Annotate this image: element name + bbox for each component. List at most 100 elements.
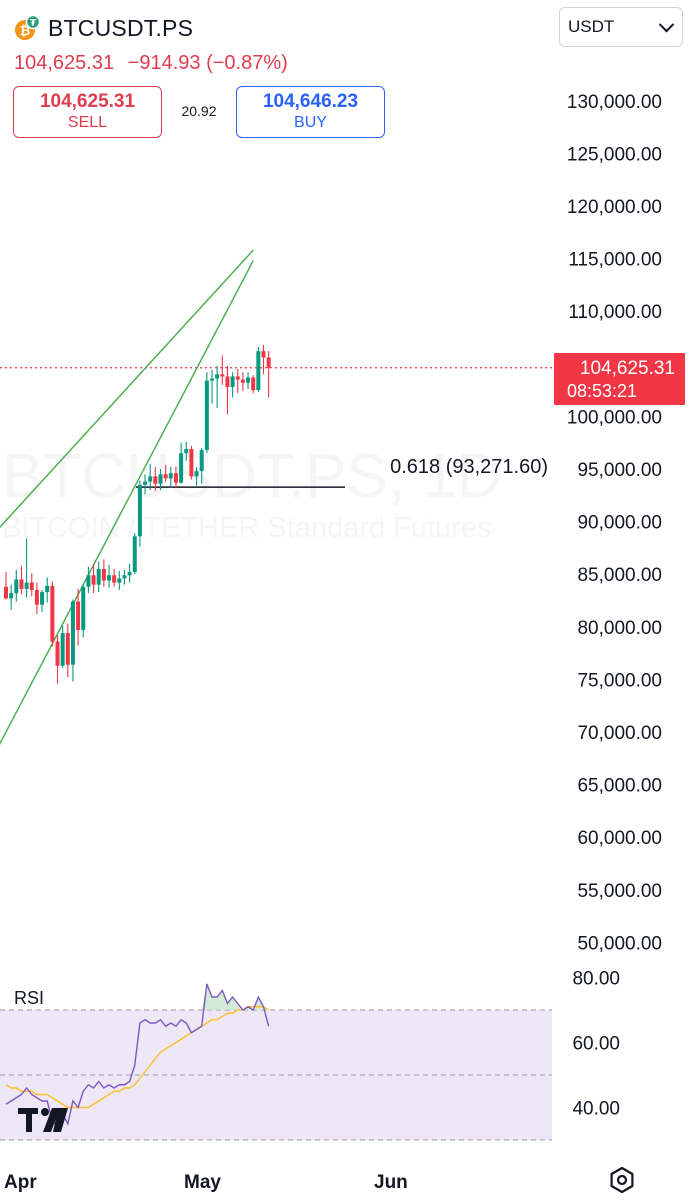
candle-body bbox=[173, 473, 178, 483]
candle-down[interactable] bbox=[225, 365, 230, 415]
candle-down[interactable] bbox=[220, 355, 225, 385]
candle-body bbox=[4, 586, 8, 599]
buy-button[interactable]: 104,646.23 BUY bbox=[236, 86, 385, 138]
candle-down[interactable] bbox=[173, 466, 178, 488]
candle-up[interactable] bbox=[70, 599, 75, 682]
candle-down[interactable] bbox=[34, 582, 39, 615]
candle-up[interactable] bbox=[246, 372, 251, 390]
candle-up[interactable] bbox=[45, 577, 50, 603]
candle-down[interactable] bbox=[112, 568, 117, 587]
chevron-down-icon bbox=[658, 16, 675, 32]
currency-select[interactable]: USDT bbox=[559, 7, 683, 47]
watermark-subtitle: BITCOIN / TETHER Standard Futures bbox=[2, 512, 491, 544]
watermark-title: BTCUSDT.PS, 1D bbox=[2, 442, 502, 511]
candlestick-panel[interactable]: 0.618 (93,271.60) bbox=[0, 249, 552, 762]
candle-down[interactable] bbox=[235, 369, 240, 394]
currency-value: USDT bbox=[568, 17, 615, 36]
candle-body bbox=[81, 586, 86, 630]
candle-up[interactable] bbox=[256, 346, 261, 393]
candle-down[interactable] bbox=[251, 375, 256, 394]
candle-body bbox=[132, 536, 137, 573]
candle-body bbox=[143, 481, 148, 485]
candle-up[interactable] bbox=[40, 589, 45, 613]
candle-body bbox=[184, 449, 189, 454]
candle-down[interactable] bbox=[261, 344, 266, 375]
svg-text:₿: ₿ bbox=[20, 24, 31, 39]
symbol-title[interactable]: BTCUSDT.PS bbox=[48, 14, 194, 41]
candle-down[interactable] bbox=[29, 573, 34, 597]
candle-down[interactable] bbox=[153, 466, 158, 492]
y-axis-tick-label: 50,000.00 bbox=[577, 933, 662, 954]
candle-body bbox=[117, 578, 122, 583]
candle-body bbox=[91, 575, 96, 585]
candle-up[interactable] bbox=[143, 474, 148, 495]
price-tag-bg bbox=[554, 353, 685, 405]
candle-up[interactable] bbox=[132, 533, 137, 575]
candle-body bbox=[240, 379, 245, 383]
y-axis-tick-label: 110,000.00 bbox=[568, 302, 662, 323]
candle-up[interactable] bbox=[117, 571, 122, 590]
candle-up[interactable] bbox=[184, 441, 189, 461]
candle-up[interactable] bbox=[194, 466, 199, 486]
y-axis-tick-label: 55,000.00 bbox=[577, 881, 662, 902]
fib-level-label: 0.618 (93,271.60) bbox=[390, 456, 548, 478]
rsi-panel[interactable]: RSI 80.00 60.00 40.00 bbox=[0, 969, 620, 1141]
candle-body bbox=[40, 592, 45, 605]
candle-up[interactable] bbox=[14, 569, 19, 602]
candle-up[interactable] bbox=[96, 561, 101, 593]
candle-down[interactable] bbox=[65, 623, 70, 678]
candle-up[interactable] bbox=[86, 566, 91, 594]
candle-down[interactable] bbox=[101, 559, 106, 587]
buy-label: BUY bbox=[294, 114, 327, 131]
candle-down[interactable] bbox=[91, 563, 96, 594]
candle-up[interactable] bbox=[148, 463, 153, 491]
candle-body bbox=[163, 474, 168, 479]
candle-down[interactable] bbox=[266, 351, 271, 398]
candle-up[interactable] bbox=[24, 538, 29, 598]
last-price: 104,625.31 bbox=[14, 52, 115, 74]
y-axis-tick-label: 70,000.00 bbox=[577, 723, 662, 744]
sell-button[interactable]: 104,625.31 SELL bbox=[13, 86, 162, 138]
candle-body bbox=[179, 453, 184, 483]
candle-up[interactable] bbox=[137, 480, 142, 547]
candle-down[interactable] bbox=[240, 372, 245, 392]
candle-body bbox=[101, 568, 106, 581]
candle-up[interactable] bbox=[215, 365, 220, 408]
candle-down[interactable] bbox=[76, 588, 81, 646]
candle-down[interactable] bbox=[55, 635, 60, 684]
candle-down[interactable] bbox=[4, 572, 8, 600]
price-change-row: 104,625.31 −914.93 (−0.87%) bbox=[14, 52, 288, 75]
candle-up[interactable] bbox=[230, 372, 235, 398]
tradingview-logo bbox=[18, 1106, 70, 1139]
rsi-line[interactable] bbox=[5, 983, 270, 1129]
candle-down[interactable] bbox=[163, 464, 168, 482]
wedge-upper-trendline[interactable] bbox=[0, 249, 254, 537]
candle-body bbox=[24, 582, 29, 589]
candle-up[interactable] bbox=[81, 583, 86, 638]
candle-body bbox=[251, 377, 256, 391]
candle-up[interactable] bbox=[60, 625, 65, 668]
candle-body bbox=[215, 374, 220, 379]
settings-icon[interactable] bbox=[608, 1166, 636, 1199]
candle-up[interactable] bbox=[122, 569, 127, 585]
candle-up[interactable] bbox=[158, 469, 163, 491]
candle-down[interactable] bbox=[19, 565, 24, 595]
candle-up[interactable] bbox=[9, 584, 14, 610]
candle-up[interactable] bbox=[127, 563, 132, 583]
candle-up[interactable] bbox=[199, 447, 204, 484]
price-tag-price: 104,625.31 bbox=[580, 358, 675, 379]
candle-body bbox=[9, 593, 14, 599]
candle-up[interactable] bbox=[204, 372, 209, 454]
candle-up[interactable] bbox=[107, 564, 111, 588]
candle-down[interactable] bbox=[189, 445, 194, 480]
candle-down[interactable] bbox=[50, 581, 55, 647]
sell-price: 104,625.31 bbox=[39, 91, 136, 112]
wedge-lower-trendline[interactable] bbox=[0, 260, 254, 762]
price-tag-countdown: 08:53:21 bbox=[567, 381, 637, 401]
rsi-ma-line[interactable] bbox=[5, 1006, 270, 1109]
candle-body bbox=[210, 378, 214, 381]
candle-up[interactable] bbox=[179, 442, 184, 484]
candle-up[interactable] bbox=[168, 466, 173, 488]
candle-up[interactable] bbox=[210, 370, 214, 404]
